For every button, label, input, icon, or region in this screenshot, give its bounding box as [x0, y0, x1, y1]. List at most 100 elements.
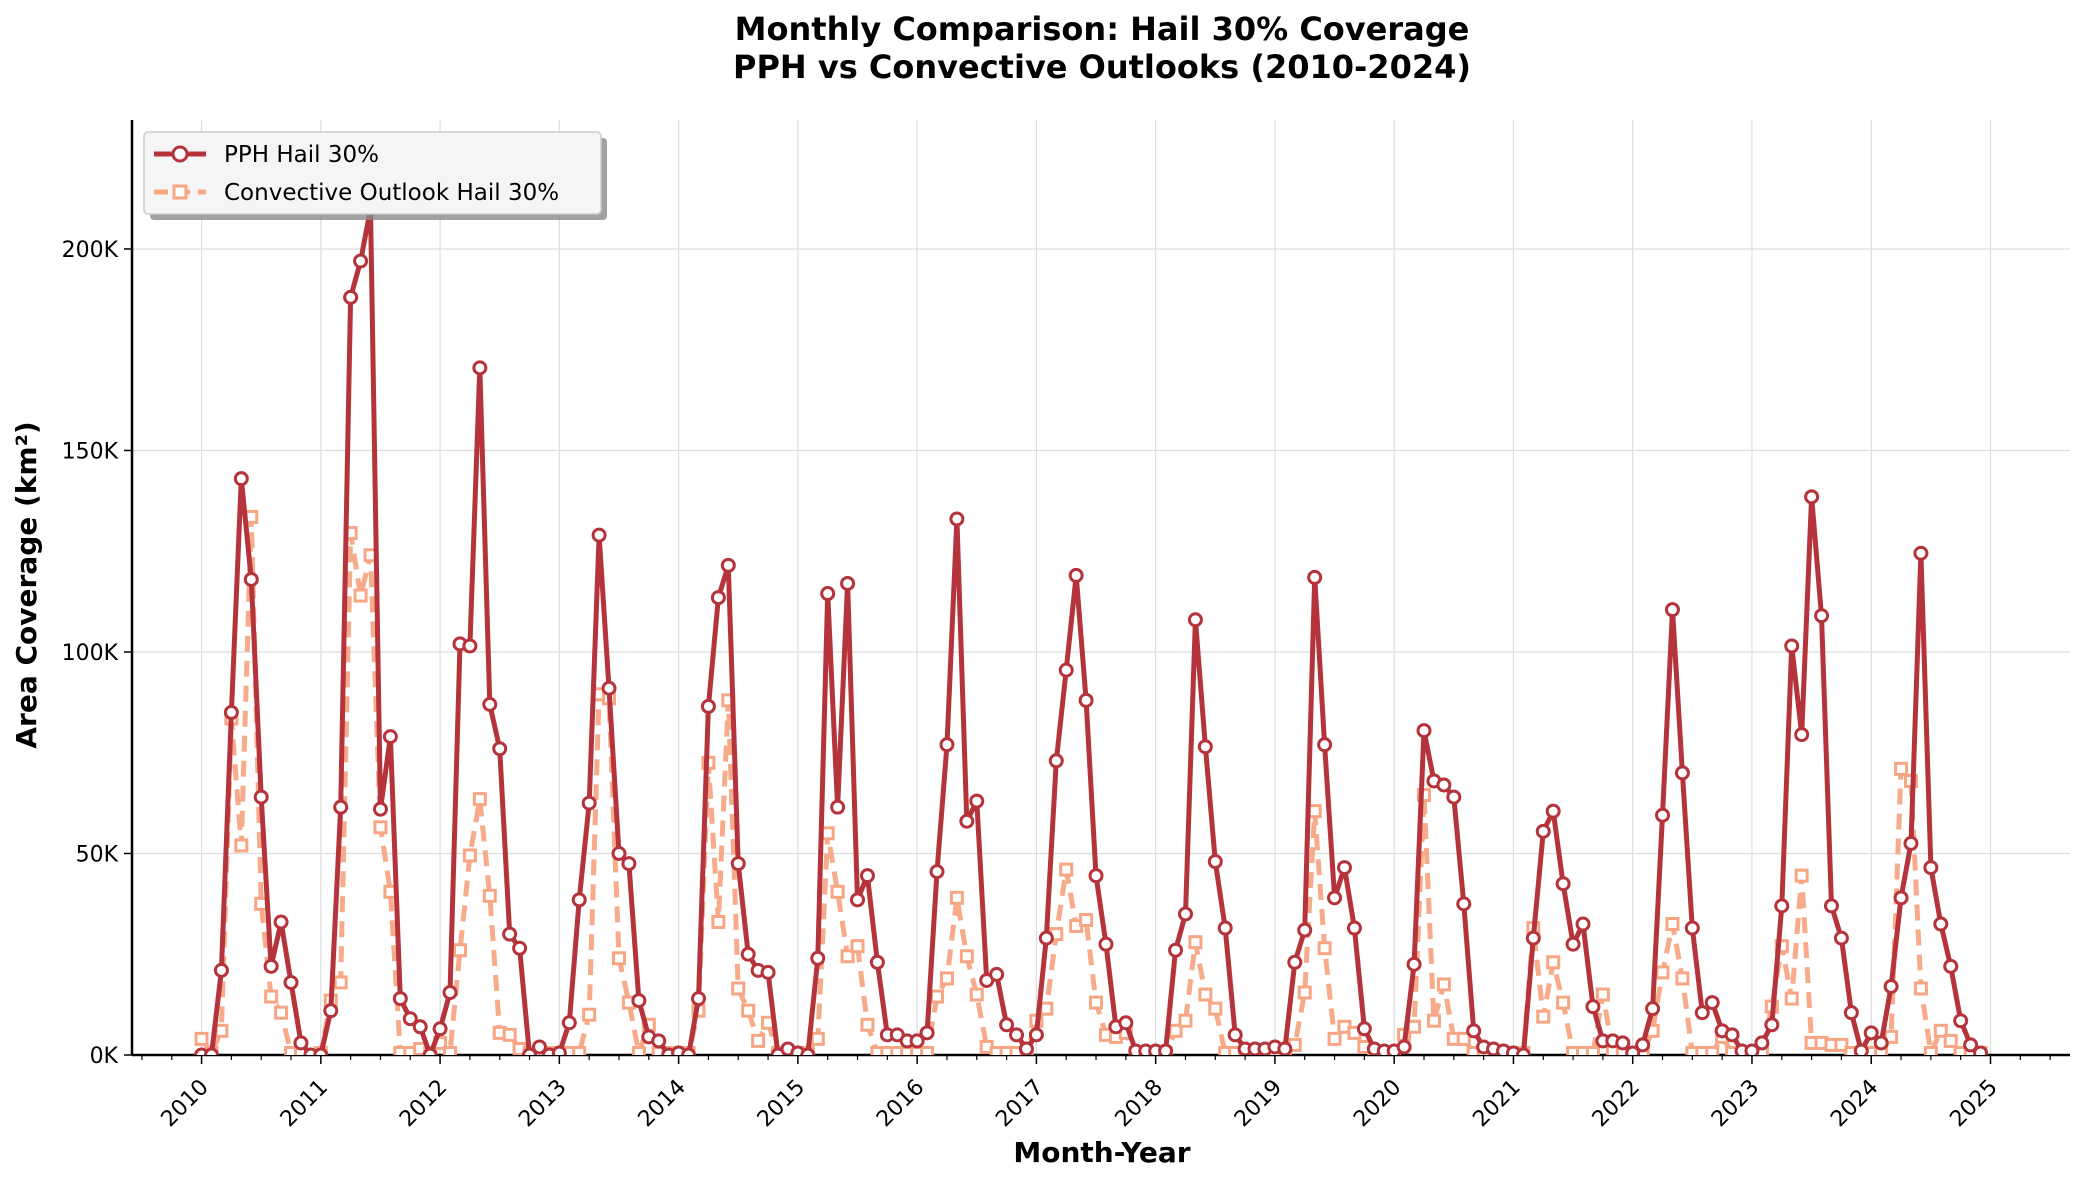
- data-point: [1426, 1013, 1441, 1028]
- data-point: [1625, 1045, 1641, 1055]
- data-point: [1863, 1025, 1879, 1041]
- x-tick-label: 2019: [1230, 1075, 1287, 1132]
- x-tick-label: 2018: [1111, 1075, 1168, 1132]
- data-point: [551, 1045, 567, 1055]
- series-line: [201, 206, 1983, 1055]
- data-point: [353, 588, 368, 603]
- data-point: [1456, 1031, 1471, 1046]
- data-point: [1893, 890, 1909, 906]
- data-point: [869, 954, 885, 970]
- data-point: [989, 966, 1005, 982]
- data-point: [1317, 737, 1333, 753]
- data-point: [1039, 1001, 1054, 1016]
- data-point: [372, 801, 388, 817]
- x-tick-label: 2017: [991, 1075, 1048, 1132]
- data-point: [1336, 860, 1352, 876]
- data-point: [194, 1031, 209, 1046]
- y-axis-label: Area Coverage (km²): [10, 421, 43, 748]
- data-point: [1177, 906, 1193, 922]
- data-point: [1664, 602, 1680, 618]
- data-point: [392, 991, 408, 1007]
- data-point: [860, 1017, 875, 1032]
- x-tick-label: 2024: [1826, 1075, 1883, 1132]
- chart-subtitle: PPH vs Convective Outlooks (2010-2024): [733, 48, 1471, 86]
- data-point: [1158, 1043, 1174, 1055]
- data-point: [850, 939, 865, 954]
- data-point: [1297, 922, 1313, 938]
- data-point: [681, 1047, 697, 1055]
- data-point: [1943, 1033, 1958, 1048]
- x-tick-label: 2011: [276, 1075, 333, 1132]
- data-point: [840, 949, 855, 964]
- data-point: [1665, 917, 1680, 932]
- data-point: [1546, 955, 1561, 970]
- data-point: [700, 698, 716, 714]
- data-point: [502, 1027, 517, 1042]
- data-point: [959, 949, 974, 964]
- legend-marker-pph: [171, 145, 189, 163]
- x-tick-label: 2021: [1468, 1075, 1525, 1132]
- data-point: [939, 737, 955, 753]
- data-point: [1466, 1023, 1482, 1039]
- data-point: [1436, 777, 1452, 793]
- data-point: [1585, 1045, 1600, 1055]
- data-point: [591, 527, 607, 543]
- data-point: [1694, 1005, 1710, 1021]
- data-point: [1187, 612, 1203, 628]
- data-point: [1048, 753, 1064, 769]
- data-point: [949, 511, 965, 527]
- y-tick-label: 0K: [90, 1044, 119, 1069]
- data-point: [1327, 890, 1343, 906]
- data-point: [1823, 898, 1839, 914]
- data-point: [571, 892, 587, 908]
- data-point: [472, 360, 488, 376]
- data-point: [1098, 936, 1114, 952]
- data-point: [651, 1033, 667, 1049]
- data-point: [1197, 739, 1213, 755]
- data-point: [1088, 868, 1104, 884]
- data-point: [949, 890, 964, 905]
- data-point: [422, 1047, 438, 1055]
- data-point: [204, 1047, 220, 1055]
- data-point: [1943, 958, 1959, 974]
- y-tick-label: 200K: [62, 238, 119, 263]
- data-point: [1834, 1037, 1849, 1052]
- data-point: [1227, 1027, 1243, 1043]
- data-point: [1277, 1041, 1293, 1055]
- data-point: [581, 795, 597, 811]
- data-point: [283, 974, 299, 990]
- data-point: [313, 1047, 329, 1055]
- data-point: [482, 696, 498, 712]
- data-point: [1038, 930, 1054, 946]
- data-point: [1118, 1015, 1134, 1031]
- data-point: [1933, 1023, 1948, 1038]
- data-point: [1456, 896, 1472, 912]
- x-tick-label: 2020: [1349, 1075, 1406, 1132]
- data-point: [919, 1025, 935, 1041]
- data-point: [412, 1019, 428, 1035]
- data-point: [1446, 789, 1462, 805]
- legend: PPH Hail 30% Convective Outlook Hail 30%: [143, 131, 607, 220]
- data-point: [1675, 971, 1690, 986]
- data-point: [840, 575, 856, 591]
- data-point: [214, 1023, 229, 1038]
- data-point: [264, 989, 279, 1004]
- data-point: [343, 289, 359, 305]
- data-point: [572, 1045, 587, 1055]
- data-point: [751, 1033, 766, 1048]
- data-point: [1346, 920, 1362, 936]
- data-point: [1089, 995, 1104, 1010]
- data-point: [1565, 936, 1581, 952]
- data-point: [462, 638, 478, 654]
- data-point: [1406, 956, 1422, 972]
- data-point: [452, 943, 467, 958]
- data-point: [810, 1031, 825, 1046]
- data-point: [1645, 1001, 1661, 1017]
- x-axis-label: Month-Year: [1013, 1136, 1190, 1169]
- data-point: [1853, 1043, 1869, 1055]
- data-point: [711, 915, 726, 930]
- data-point: [1894, 761, 1909, 776]
- chart-title: Monthly Comparison: Hail 30% Coverage: [735, 10, 1470, 48]
- data-point: [959, 813, 975, 829]
- data-point: [939, 971, 954, 986]
